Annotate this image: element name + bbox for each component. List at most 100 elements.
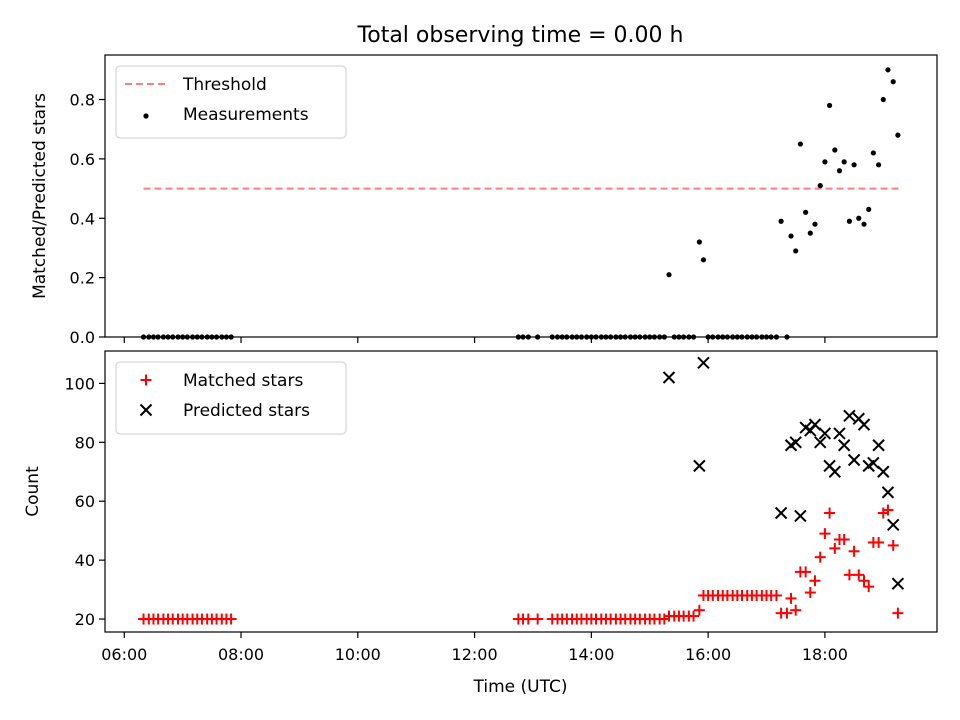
measurement-point — [836, 168, 843, 174]
matched-star-point — [800, 566, 812, 578]
predicted-star-point — [857, 418, 871, 431]
measurement-point — [841, 159, 847, 165]
measurement-point — [885, 67, 891, 73]
legend-label: Threshold — [182, 75, 267, 95]
measurement-point — [584, 334, 590, 340]
matched-star-point — [804, 587, 816, 599]
predicted-star-point — [887, 518, 900, 531]
predicted-star-point — [693, 459, 706, 473]
measurement-point — [223, 334, 230, 340]
predicted-star-point — [814, 436, 827, 449]
measurement-point — [647, 334, 653, 340]
measurement-point — [666, 272, 672, 278]
legend-box — [115, 65, 347, 139]
predicted-star-point — [881, 486, 895, 499]
measurement-point — [554, 334, 561, 340]
measurement-point — [788, 233, 794, 239]
measurement-point — [734, 334, 740, 340]
predicted-star-point — [847, 453, 861, 467]
matched-star-point — [790, 604, 802, 616]
matched-star-point — [225, 613, 237, 625]
measurement-point — [686, 334, 692, 340]
x-tick-label: 08:00 — [218, 645, 264, 664]
x-tick-label: 12:00 — [452, 645, 498, 664]
y-tick-label: 60 — [75, 492, 95, 511]
matched-star-point — [838, 534, 850, 546]
matched-star-point — [882, 504, 894, 516]
matched-star-point — [809, 575, 821, 587]
measurement-point — [146, 334, 152, 340]
measurement-point — [890, 79, 896, 85]
measurement-point — [617, 334, 624, 340]
measurement-point — [578, 334, 585, 340]
plot-frame — [104, 350, 938, 633]
matched-star-point — [693, 604, 705, 616]
measurement-point — [720, 334, 726, 340]
measurement-point — [807, 230, 813, 236]
matched-star-point — [863, 581, 875, 593]
measurement-point — [710, 334, 716, 340]
measurement-point — [549, 334, 555, 340]
predicted-star-point — [837, 439, 851, 452]
matched-star-point — [843, 569, 855, 581]
measurement-point — [209, 334, 215, 340]
predicted-star-point — [789, 436, 802, 449]
matched-star-point — [853, 569, 865, 581]
matched-star-point — [858, 575, 870, 587]
matched-star-point — [522, 613, 534, 625]
data-layer — [138, 356, 905, 625]
measurement-point — [880, 96, 886, 103]
legend-label: Predicted stars — [183, 401, 310, 421]
legend-measurement-swatch — [143, 113, 149, 119]
measurement-point — [642, 334, 648, 340]
matched-star-point — [892, 607, 904, 619]
measurement-point — [715, 334, 721, 340]
measurement-point — [559, 334, 565, 340]
measurement-point — [657, 334, 663, 340]
legend: Matched stars Predicted stars — [115, 361, 347, 435]
measurement-point — [856, 215, 862, 221]
measurement-point — [204, 334, 210, 340]
measurement-point — [520, 334, 526, 340]
legend-label: Matched stars — [183, 371, 303, 391]
measurement-point — [696, 239, 702, 245]
measurement-point — [749, 334, 755, 340]
matched-star-point — [688, 610, 700, 622]
predicted-star-point — [877, 465, 890, 478]
y-tick-label: 80 — [75, 433, 95, 452]
measurement-point — [189, 334, 196, 340]
measurement-point — [870, 150, 876, 156]
y-axis-label: Count — [23, 466, 43, 517]
ratio-panel: 0.0 0.2 0.4 0.6 0.8 Matched/Predicted stars Th… — [30, 54, 938, 347]
x-tick-label: 10:00 — [335, 645, 381, 664]
x-tick-label: 18:00 — [802, 645, 848, 664]
y-tick-label: 100 — [64, 374, 95, 393]
measurement-point — [632, 334, 638, 340]
measurement-point — [739, 334, 745, 340]
measurement-point — [671, 334, 677, 340]
legend-matched-swatch — [140, 374, 152, 386]
measurement-point — [140, 334, 147, 340]
predicted-star-point — [891, 577, 905, 590]
measurement-point — [160, 334, 166, 340]
measurement-point — [793, 248, 799, 254]
measurement-point — [219, 334, 225, 340]
y-tick-label: 20 — [75, 610, 95, 629]
measurement-point — [574, 334, 580, 340]
y-tick-label: 0.0 — [70, 328, 95, 347]
measurement-point — [763, 334, 770, 340]
measurement-point — [598, 334, 604, 340]
predicted-star-point — [774, 506, 788, 520]
measurement-point — [180, 334, 186, 340]
matched-star-point — [848, 545, 860, 557]
predicted-star-point — [794, 509, 807, 523]
measurement-point — [175, 334, 181, 340]
legend-predicted-swatch — [139, 403, 153, 417]
data-layer — [140, 67, 903, 340]
matched-star-point — [829, 542, 841, 554]
predicted-star-point — [833, 427, 846, 440]
measurement-point — [705, 334, 711, 340]
measurement-point — [622, 334, 628, 340]
measurement-point — [676, 334, 682, 340]
